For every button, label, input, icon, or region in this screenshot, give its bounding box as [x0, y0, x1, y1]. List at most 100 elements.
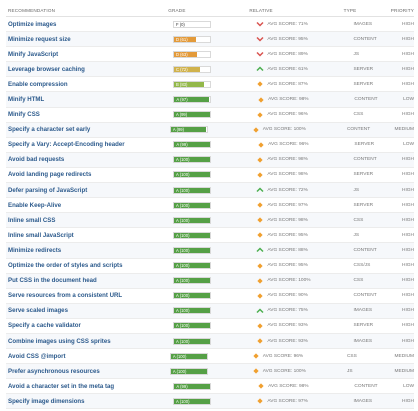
type-cell: CONTENT [353, 36, 377, 42]
table-row[interactable]: Specify a Vary: Accept-Encoding header A … [6, 138, 414, 153]
type-cell: IMAGES [353, 21, 373, 27]
table-row[interactable]: Minify CSS A (99) AVG SCORE: 96% CSS HIGH [6, 108, 414, 123]
table-row[interactable]: Put CSS in the document head A (100) AVG S… [6, 273, 414, 289]
table-row[interactable]: Combine images using CSS sprites A (100) A… [6, 333, 414, 350]
recommendation-name[interactable]: Inline small CSS [8, 216, 56, 224]
chevron-down-icon [256, 37, 264, 42]
header-recommendation[interactable]: RECOMMENDATION [8, 7, 56, 13]
recommendation-name[interactable]: Minify JavaScript [8, 50, 59, 58]
header-relative[interactable]: RELATIVE [249, 7, 273, 13]
priority-cell: HIGH [401, 278, 414, 284]
relative-cell: AVG SCORE: 88% [256, 247, 353, 253]
recommendation-name[interactable]: Inline small JavaScript [8, 231, 74, 239]
grade-bar: D (61) [172, 35, 211, 43]
relative-score: AVG SCORE: 98% [267, 157, 308, 163]
table-row[interactable]: Optimize images F (0) AVG SCORE: 71% IMAGES… [6, 17, 414, 33]
relative-score: AVG SCORE: 96% [267, 112, 308, 118]
relative-cell: AVG SCORE: 98% [256, 172, 353, 178]
diamond-icon [257, 323, 264, 329]
grade-bar: A (100) [169, 367, 208, 375]
table-row[interactable]: Enable compression B (83) AVG SCORE: 87% SE… [6, 77, 414, 93]
diamond-icon [257, 202, 264, 208]
relative-score: AVG SCORE: 100% [267, 278, 311, 284]
header-priority[interactable]: PRIORITY [390, 7, 414, 13]
grade-label: A (100) [175, 308, 190, 314]
grade-bar-fill [173, 232, 210, 238]
grade-cell: F (0) [172, 20, 256, 28]
recommendation-name[interactable]: Enable Keep-Alive [8, 201, 62, 209]
recommendation-name[interactable]: Enable compression [8, 80, 68, 88]
grade-bar: A (100) [172, 171, 211, 179]
table-row[interactable]: Defer parsing of JavaScript A (100) AVG SC… [6, 183, 414, 199]
recommendation-name[interactable]: Minimize redirects [8, 246, 62, 254]
recommendation-name[interactable]: Serve scaled images [8, 307, 68, 315]
priority-cell: HIGH [401, 81, 414, 87]
priority-cell: HIGH [401, 187, 414, 193]
table-row[interactable]: Specify a character set early A (99) AVG S… [6, 122, 414, 138]
table-row[interactable]: Minimize request size D (61) AVG SCORE: 95… [6, 32, 414, 48]
recommendation-name[interactable]: Specify a character set early [8, 126, 91, 134]
type-cell: CONTENT [353, 293, 377, 299]
recommendation-name[interactable]: Avoid CSS @import [8, 352, 66, 360]
recommendation-name[interactable]: Defer parsing of JavaScript [8, 186, 88, 194]
table-row[interactable]: Minify HTML A (97) AVG SCORE: 98% CONTENT LO… [6, 92, 414, 108]
grade-bar-fill [174, 142, 211, 148]
diamond-icon [257, 111, 264, 118]
recommendation-name[interactable]: Specify a cache validator [8, 322, 81, 330]
recommendation-name[interactable]: Avoid landing page redirects [8, 171, 92, 179]
priority-cell: HIGH [401, 51, 414, 57]
recommendation-name[interactable]: Serve resources from a consistent URL [8, 292, 123, 300]
table-row[interactable]: Inline small CSS A (100) AVG SCORE: 98% CSS… [6, 213, 414, 229]
table-row[interactable]: Specify a cache validator A (100) AVG SCOR… [6, 319, 414, 334]
type-cell: JS [346, 368, 353, 374]
table-row[interactable]: Avoid a character set in the meta tag A (… [6, 379, 414, 395]
grade-bar-fill [174, 383, 211, 389]
recommendation-name[interactable]: Optimize the order of styles and scripts [8, 262, 123, 270]
recommendation-name[interactable]: Specify a Vary: Accept-Encoding header [8, 141, 125, 149]
grade-label: D (63) [175, 51, 188, 57]
priority-cell: HIGH [401, 172, 414, 178]
grade-bar-fill [173, 263, 210, 269]
table-row[interactable]: Minify JavaScript D (63) AVG SCORE: 89% JS H… [6, 47, 414, 63]
diamond-icon [257, 232, 264, 238]
table-row[interactable]: Enable Keep-Alive A (100) AVG SCORE: 97% SE… [6, 198, 414, 214]
grade-bar-fill [173, 81, 204, 87]
recommendation-name[interactable]: Minimize request size [8, 35, 71, 43]
table-row[interactable]: Specify image dimensions A (100) AVG SCORE… [6, 394, 414, 410]
grade-bar: A (100) [172, 322, 211, 330]
grade-bar-fill [174, 97, 210, 103]
table-row[interactable]: Avoid landing page redirects A (100) AVG S… [6, 168, 414, 184]
header-grade[interactable]: GRADE [168, 7, 186, 13]
table-row[interactable]: Optimize the order of styles and scripts… [6, 259, 414, 274]
relative-score: AVG SCORE: 96% [268, 142, 309, 148]
table-row[interactable]: Avoid bad requests A (100) AVG SCORE: 98% C… [6, 152, 414, 168]
type-cell: SERVER [353, 172, 374, 178]
recommendation-name[interactable]: Leverage browser caching [8, 65, 85, 73]
recommendation-name[interactable]: Combine images using CSS sprites [8, 337, 111, 345]
recommendation-name[interactable]: Put CSS in the document head [8, 277, 97, 285]
grade-label: A (100) [175, 323, 190, 329]
recommendation-name[interactable]: Avoid bad requests [8, 156, 65, 164]
table-row[interactable]: Minimize redirects A (100) AVG SCORE: 88% C… [6, 243, 414, 259]
chevron-up-icon [256, 308, 264, 313]
recommendation-name[interactable]: Minify HTML [8, 96, 45, 104]
recommendation-name[interactable]: Optimize images [8, 20, 57, 28]
table-row[interactable]: Inline small JavaScript A (100) AVG SCORE:… [6, 228, 414, 244]
table-row[interactable]: Leverage browser caching C (72) AVG SCORE:… [6, 62, 414, 78]
grade-bar-fill [170, 127, 207, 133]
table-row[interactable]: Serve scaled images A (100) AVG SCORE: 75%… [6, 303, 414, 319]
recommendation-name[interactable]: Prefer asynchronous resources [8, 367, 100, 375]
recommendation-name[interactable]: Avoid a character set in the meta tag [8, 382, 115, 390]
table-row[interactable]: Prefer asynchronous resources A (100) AVG … [6, 364, 414, 380]
type-cell: CONTENT [353, 157, 377, 163]
relative-cell: AVG SCORE: 93% [256, 323, 353, 329]
relative-score: AVG SCORE: 95% [267, 36, 308, 42]
table-row[interactable]: Serve resources from a consistent URL A (… [6, 289, 414, 304]
header-type[interactable]: TYPE [343, 7, 357, 13]
recommendation-name[interactable]: Minify CSS [8, 111, 40, 119]
recommendation-name[interactable]: Specify image dimensions [8, 397, 85, 405]
relative-cell: AVG SCORE: 98% [257, 383, 354, 389]
diamond-icon [253, 368, 259, 374]
table-row[interactable]: Avoid CSS @import A (100) AVG SCORE: 96% CS… [6, 349, 414, 365]
grade-label: F (0) [175, 21, 185, 27]
